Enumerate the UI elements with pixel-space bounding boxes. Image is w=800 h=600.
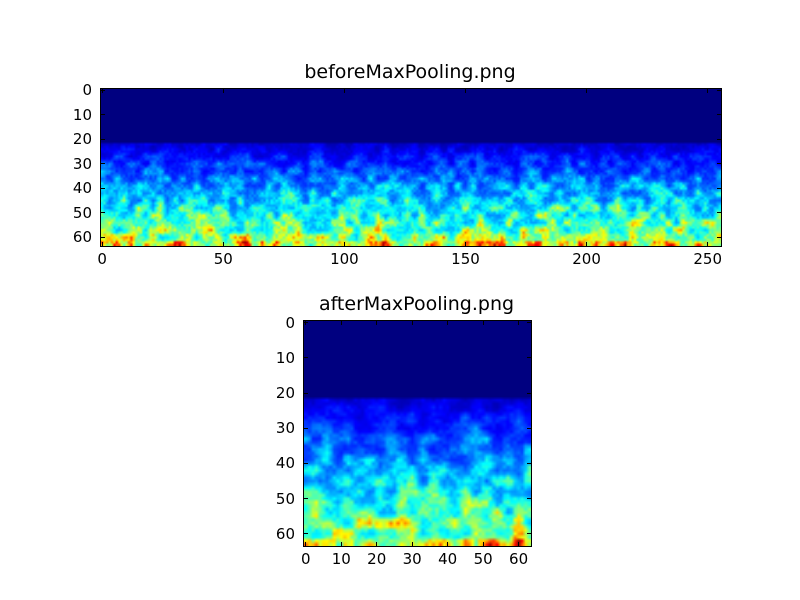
x-tick-label: 0 [97, 250, 107, 268]
y-tick-mark [101, 114, 105, 116]
y-tick-label: 60 [72, 228, 92, 247]
y-tick-mark [304, 322, 308, 324]
x-tick-mark [586, 242, 588, 246]
heatmap-image [304, 321, 531, 546]
y-tick-mark [527, 322, 531, 324]
x-tick-mark [343, 242, 345, 246]
x-tick-label: 200 [572, 250, 601, 268]
y-tick-mark [527, 392, 531, 394]
y-tick-mark [101, 212, 105, 214]
x-tick-mark [376, 321, 378, 325]
x-tick-mark [707, 242, 709, 246]
x-tick-label: 250 [693, 250, 722, 268]
y-tick-mark [101, 89, 105, 91]
y-tick-label: 60 [275, 524, 295, 543]
x-tick-mark [411, 321, 413, 325]
axes-frame [100, 88, 722, 247]
x-tick-label: 0 [300, 550, 311, 568]
y-tick-label: 10 [72, 105, 92, 124]
x-tick-label: 20 [367, 550, 387, 568]
chart-title: beforeMaxPooling.png [304, 61, 516, 83]
x-tick-mark [464, 242, 466, 246]
x-tick-mark [411, 542, 413, 546]
y-tick-label: 30 [275, 418, 295, 437]
y-tick-mark [717, 212, 721, 214]
y-tick-mark [717, 138, 721, 140]
x-tick-label: 60 [509, 550, 529, 568]
x-tick-mark [586, 89, 588, 93]
x-tick-mark [305, 542, 307, 546]
y-tick-mark [717, 114, 721, 116]
x-tick-mark [482, 321, 484, 325]
y-tick-label: 50 [72, 203, 92, 222]
x-tick-mark [518, 321, 520, 325]
heatmap-image [101, 89, 721, 246]
y-tick-label: 10 [275, 348, 295, 367]
y-tick-label: 20 [72, 130, 92, 149]
x-tick-label: 100 [330, 250, 359, 268]
x-tick-mark [482, 542, 484, 546]
y-tick-mark [527, 498, 531, 500]
y-tick-label: 0 [82, 80, 92, 99]
y-tick-mark [304, 427, 308, 429]
y-tick-mark [717, 236, 721, 238]
y-tick-mark [717, 89, 721, 91]
chart-title: afterMaxPooling.png [318, 293, 515, 315]
x-tick-mark [222, 242, 224, 246]
x-tick-mark [101, 242, 103, 246]
y-tick-label: 40 [72, 179, 92, 198]
x-tick-mark [340, 321, 342, 325]
x-tick-label: 50 [473, 550, 493, 568]
y-tick-label: 20 [275, 383, 295, 402]
y-tick-mark [717, 163, 721, 165]
x-tick-label: 30 [402, 550, 422, 568]
y-tick-mark [304, 498, 308, 500]
y-tick-mark [527, 427, 531, 429]
x-tick-label: 10 [331, 550, 351, 568]
y-tick-mark [527, 462, 531, 464]
y-tick-label: 40 [275, 454, 295, 473]
x-tick-mark [343, 89, 345, 93]
x-tick-mark [101, 89, 103, 93]
x-tick-mark [464, 89, 466, 93]
y-tick-mark [304, 357, 308, 359]
x-tick-label: 40 [438, 550, 458, 568]
y-tick-label: 50 [275, 489, 295, 508]
x-tick-mark [518, 542, 520, 546]
y-tick-mark [101, 187, 105, 189]
y-tick-mark [101, 163, 105, 165]
y-tick-mark [101, 236, 105, 238]
x-tick-mark [447, 542, 449, 546]
x-tick-mark [707, 89, 709, 93]
x-tick-mark [222, 89, 224, 93]
y-tick-mark [304, 462, 308, 464]
x-tick-label: 50 [213, 250, 233, 268]
x-tick-mark [376, 542, 378, 546]
y-tick-mark [304, 533, 308, 535]
y-tick-mark [527, 533, 531, 535]
axes-frame [303, 320, 532, 547]
x-tick-mark [447, 321, 449, 325]
y-tick-mark [717, 187, 721, 189]
y-tick-mark [101, 138, 105, 140]
y-tick-mark [304, 392, 308, 394]
y-tick-mark [527, 357, 531, 359]
y-tick-label: 30 [72, 154, 92, 173]
x-tick-label: 150 [451, 250, 480, 268]
x-tick-mark [340, 542, 342, 546]
y-tick-label: 0 [285, 313, 295, 332]
